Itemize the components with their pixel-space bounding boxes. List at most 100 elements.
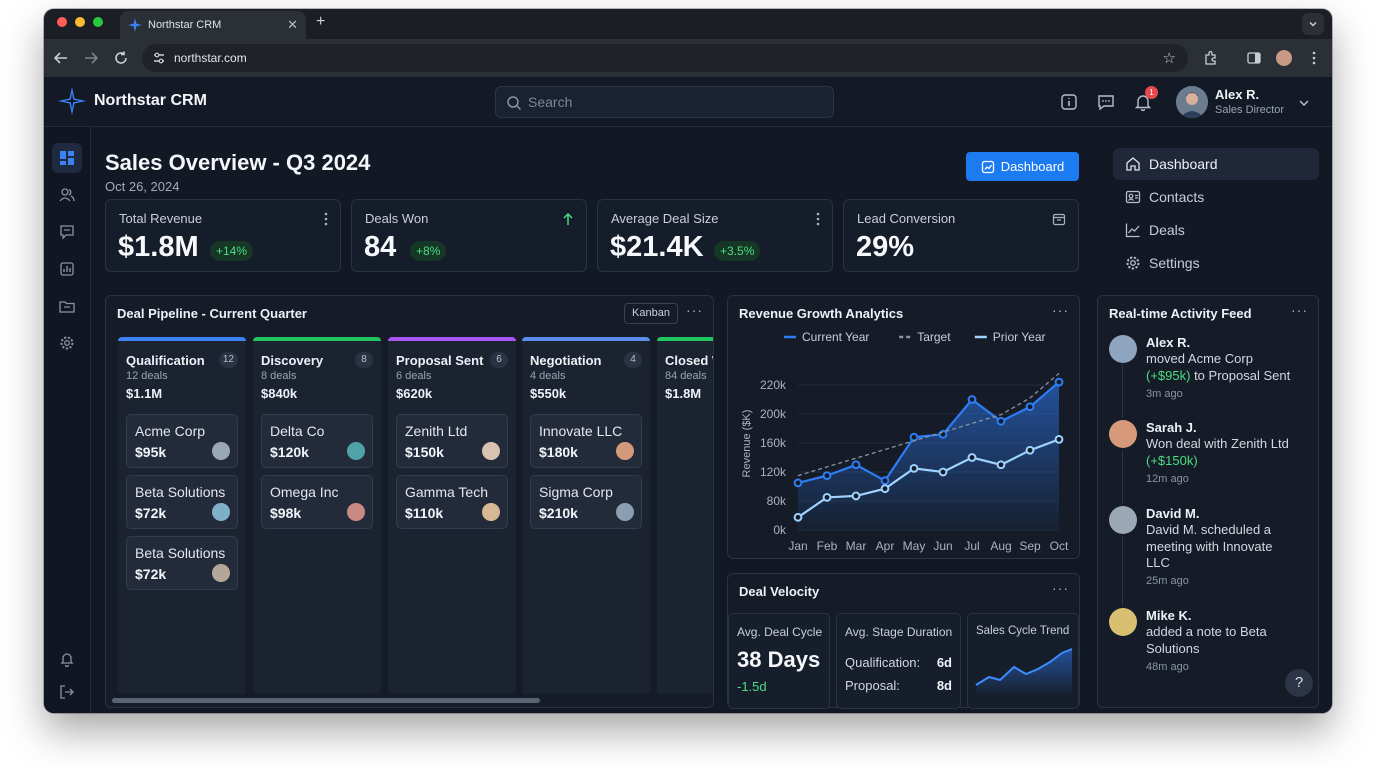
rail-messages-icon[interactable]: [52, 217, 82, 247]
new-tab-button[interactable]: +: [316, 13, 326, 30]
dashboard-button[interactable]: Dashboard: [966, 152, 1079, 181]
activity-amount: (+$150k): [1146, 452, 1198, 468]
nav-item-label: Deals: [1149, 222, 1185, 238]
more-horizontal-icon[interactable]: ···: [1052, 302, 1069, 318]
rail-folder-icon[interactable]: [52, 291, 82, 321]
more-horizontal-icon[interactable]: ···: [1052, 580, 1069, 596]
address-bar[interactable]: northstar.com ☆: [142, 44, 1188, 72]
chevron-down-icon[interactable]: [1298, 97, 1310, 109]
info-icon[interactable]: [1060, 93, 1078, 111]
data-point: [822, 471, 832, 481]
deal-card[interactable]: Gamma Tech $110k: [396, 475, 508, 529]
browser-tab[interactable]: Northstar CRM ✕: [120, 11, 306, 39]
sidebar-toggle-icon[interactable]: [1246, 50, 1262, 66]
reload-icon[interactable]: [114, 51, 128, 65]
deal-card[interactable]: Sigma Corp $210k: [530, 475, 642, 529]
rail-logout-icon[interactable]: [52, 677, 82, 707]
forward-arrow-icon[interactable]: [84, 51, 98, 65]
more-horizontal-icon[interactable]: ···: [1291, 302, 1308, 318]
kanban-view-button[interactable]: Kanban: [624, 303, 678, 324]
kpi-value: 29%: [856, 231, 915, 263]
more-icon[interactable]: [816, 212, 820, 226]
deal-pipeline-panel: Deal Pipeline - Current Quarter Kanban ·…: [105, 295, 714, 708]
kpi-average-deal-size[interactable]: Average Deal Size $21.4K +3.5%: [597, 199, 833, 272]
browser-menu-icon[interactable]: [1306, 50, 1322, 66]
activity-user[interactable]: Sarah J.: [1146, 420, 1197, 435]
activity-feed-panel: Real-time Activity Feed ··· Alex R. move…: [1097, 295, 1319, 708]
activity-user[interactable]: Mike K.: [1146, 608, 1192, 623]
deal-card[interactable]: Omega Inc $98k: [261, 475, 373, 529]
nav-item-deals[interactable]: Deals: [1113, 214, 1319, 246]
back-arrow-icon[interactable]: [54, 51, 68, 65]
column-color-bar: [118, 337, 246, 341]
nav-item-dashboard[interactable]: Dashboard: [1113, 148, 1319, 180]
activity-user[interactable]: Alex R.: [1146, 335, 1191, 350]
close-window-button[interactable]: [57, 17, 67, 27]
messages-icon[interactable]: [1097, 93, 1115, 111]
search-placeholder: Search: [528, 94, 573, 110]
data-point: [880, 476, 890, 486]
deal-name: Sigma Corp: [539, 484, 613, 500]
search-input[interactable]: Search: [495, 86, 834, 118]
x-tick-label: Oct: [1050, 539, 1069, 553]
revenue-growth-panel: Revenue Growth Analytics ··· 0k 80k 120k 16…: [727, 295, 1080, 559]
deal-card[interactable]: Beta Solutions $72k: [126, 536, 238, 590]
deal-card[interactable]: Zenith Ltd $150k: [396, 414, 508, 468]
bell-icon[interactable]: [1134, 93, 1152, 111]
avg-deal-cycle-change: -1.5d: [737, 679, 767, 694]
y-tick-label: 220k: [760, 378, 787, 392]
x-tick-label: Jan: [788, 539, 807, 553]
column-count-badge: 4: [624, 352, 642, 368]
kpi-lead-conversion[interactable]: Lead Conversion 29%: [843, 199, 1079, 272]
nav-item-settings[interactable]: Settings: [1113, 247, 1319, 279]
kpi-label: Total Revenue: [119, 211, 203, 226]
deal-value: $180k: [539, 444, 578, 460]
column-deal-count: 84 deals: [665, 370, 707, 382]
bookmark-star-icon[interactable]: ☆: [1162, 50, 1176, 67]
maximize-window-button[interactable]: [93, 17, 103, 27]
rail-settings-icon[interactable]: [52, 328, 82, 358]
kpi-value: 84: [364, 231, 397, 263]
tab-close-icon[interactable]: ✕: [287, 17, 298, 32]
help-button[interactable]: ?: [1285, 669, 1313, 697]
rail-dashboard-icon[interactable]: [52, 143, 82, 173]
user-avatar[interactable]: [1176, 86, 1208, 118]
extensions-icon[interactable]: [1203, 50, 1219, 66]
profile-avatar-icon[interactable]: [1276, 50, 1292, 66]
nav-item-contacts[interactable]: Contacts: [1113, 181, 1319, 213]
calendar-icon[interactable]: [1052, 212, 1066, 226]
column-title: Closed Won: [665, 353, 713, 368]
deal-card[interactable]: Innovate LLC $180k: [530, 414, 642, 468]
stage-duration: 6d: [936, 655, 952, 670]
owner-avatar: [347, 503, 365, 521]
more-horizontal-icon[interactable]: ···: [686, 302, 703, 318]
more-icon[interactable]: [324, 212, 328, 226]
tab-search-chevron-icon[interactable]: [1302, 13, 1324, 35]
activity-user[interactable]: David M.: [1146, 506, 1200, 521]
brand[interactable]: Northstar CRM: [58, 87, 207, 115]
rail-users-icon[interactable]: [52, 180, 82, 210]
rail-reports-icon[interactable]: [52, 254, 82, 284]
series-line-0: [797, 381, 1060, 484]
user-name[interactable]: Alex R.: [1215, 87, 1260, 102]
column-value: $1.1M: [126, 386, 163, 401]
rail-bell-icon[interactable]: [52, 644, 82, 674]
kpi-value: $1.8M: [118, 231, 199, 263]
deal-name: Acme Corp: [135, 423, 206, 439]
data-point: [822, 492, 832, 502]
data-point: [1054, 377, 1064, 387]
deal-card[interactable]: Beta Solutions $72k: [126, 475, 238, 529]
kpi-label: Deals Won: [365, 211, 429, 226]
deal-card[interactable]: Acme Corp $95k: [126, 414, 238, 468]
panel-title: Deal Pipeline - Current Quarter: [117, 306, 307, 321]
minimize-window-button[interactable]: [75, 17, 85, 27]
x-tick-label: Apr: [876, 539, 895, 553]
data-point: [938, 429, 948, 439]
site-info-icon[interactable]: [152, 51, 166, 65]
kpi-deals-won[interactable]: Deals Won 84 +8%: [351, 199, 587, 272]
horizontal-scrollbar[interactable]: [112, 698, 540, 703]
home-icon: [1126, 157, 1140, 171]
deal-card[interactable]: Delta Co $120k: [261, 414, 373, 468]
kpi-total-revenue[interactable]: Total Revenue $1.8M +14%: [105, 199, 341, 272]
data-point: [938, 467, 948, 477]
